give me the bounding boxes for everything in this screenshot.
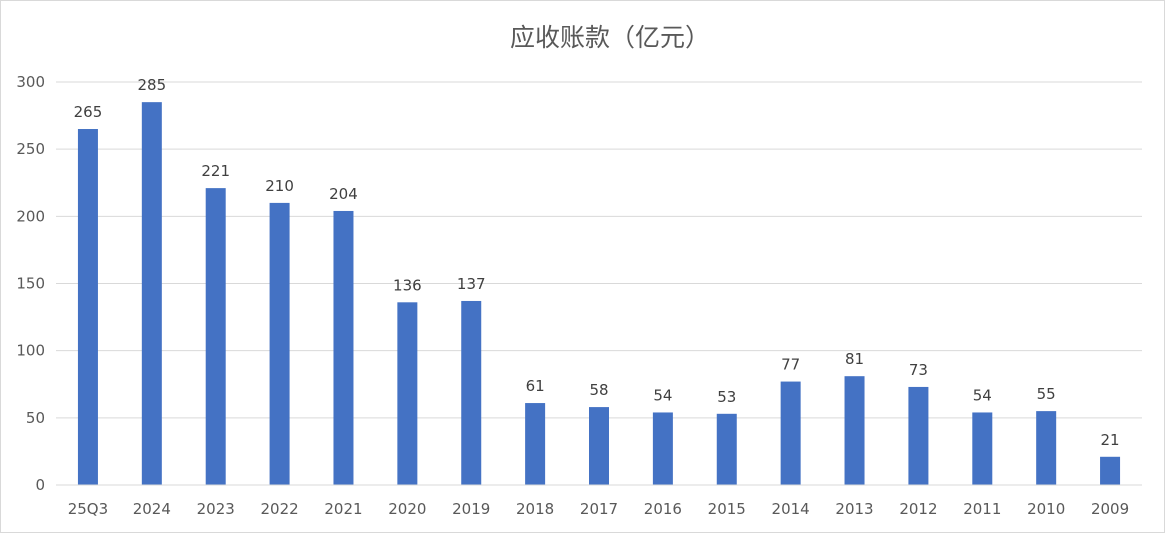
chart-title: 应收账款（亿元） xyxy=(510,23,710,52)
data-label: 53 xyxy=(717,388,736,406)
data-label: 81 xyxy=(845,350,864,368)
y-tick-label: 0 xyxy=(35,476,45,494)
y-axis-tick-labels: 0 50 100 150 200 250 300 xyxy=(16,73,45,494)
bar xyxy=(141,102,162,486)
bar xyxy=(972,412,993,485)
data-label: 54 xyxy=(653,386,672,404)
y-tick-label: 300 xyxy=(16,73,45,91)
y-tick-label: 50 xyxy=(26,409,45,427)
bar xyxy=(333,210,354,485)
bar xyxy=(205,188,226,485)
x-tick-label: 2012 xyxy=(899,500,937,518)
bar xyxy=(716,413,737,485)
data-label: 73 xyxy=(909,361,928,379)
bar xyxy=(77,129,98,485)
y-tick-label: 250 xyxy=(16,140,45,158)
y-tick-label: 200 xyxy=(16,207,45,225)
x-tick-label: 2022 xyxy=(260,500,298,518)
data-label: 137 xyxy=(457,275,486,293)
y-tick-label: 150 xyxy=(16,275,45,293)
x-tick-label: 2020 xyxy=(388,500,426,518)
x-tick-label: 2024 xyxy=(133,500,171,518)
data-label: 221 xyxy=(201,162,230,180)
bar xyxy=(397,302,418,485)
bar xyxy=(844,376,865,485)
data-labels: 265 285 221 210 204 136 137 61 58 54 53 77 81 73 54 55 2… xyxy=(74,76,1120,449)
x-tick-label: 2019 xyxy=(452,500,490,518)
gridlines xyxy=(56,81,1142,419)
x-tick-label: 2023 xyxy=(197,500,235,518)
bar xyxy=(461,300,482,485)
data-label: 61 xyxy=(526,377,545,395)
data-label: 285 xyxy=(138,76,167,94)
x-tick-label: 2017 xyxy=(580,500,618,518)
bar xyxy=(780,381,801,485)
data-label: 265 xyxy=(74,103,103,121)
x-tick-label: 2011 xyxy=(963,500,1001,518)
x-tick-label: 25Q3 xyxy=(68,500,108,518)
bar xyxy=(908,386,929,485)
data-label: 54 xyxy=(973,386,992,404)
x-tick-label: 2021 xyxy=(324,500,362,518)
data-label: 136 xyxy=(393,276,422,294)
data-label: 21 xyxy=(1101,431,1120,449)
x-tick-label: 2018 xyxy=(516,500,554,518)
bar xyxy=(525,403,546,485)
data-label: 58 xyxy=(589,381,608,399)
bar-series xyxy=(77,102,1121,486)
data-label: 210 xyxy=(265,177,294,195)
x-axis-tick-labels: 25Q3 2024 2023 2022 2021 2020 2019 2018 2017 2016… xyxy=(68,500,1129,518)
bar xyxy=(269,202,290,485)
x-tick-label: 2010 xyxy=(1027,500,1065,518)
bar xyxy=(589,407,609,485)
bar xyxy=(652,412,673,485)
x-tick-label: 2014 xyxy=(772,500,810,518)
x-tick-label: 2009 xyxy=(1091,500,1129,518)
x-tick-label: 2016 xyxy=(644,500,682,518)
data-label: 204 xyxy=(329,185,358,203)
bar xyxy=(1100,456,1121,485)
data-label: 77 xyxy=(781,356,800,374)
data-label: 55 xyxy=(1037,385,1056,403)
bar xyxy=(1036,411,1057,485)
y-tick-label: 100 xyxy=(16,342,45,360)
x-tick-label: 2015 xyxy=(708,500,746,518)
x-tick-label: 2013 xyxy=(835,500,873,518)
